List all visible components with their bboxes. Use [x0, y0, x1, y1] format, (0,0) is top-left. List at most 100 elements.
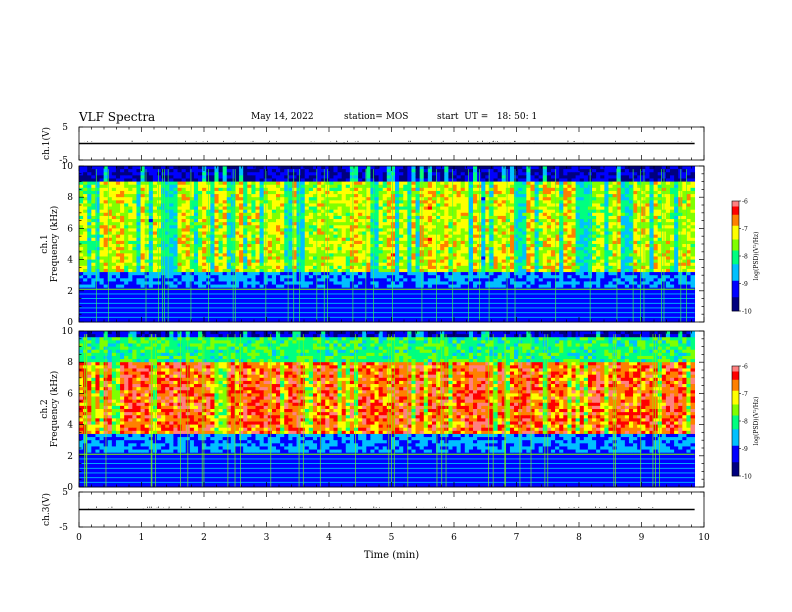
spectrogram-cell — [608, 228, 613, 232]
spectrogram-cell — [423, 244, 429, 248]
spectrogram-cell — [444, 209, 449, 214]
spectrogram-cell — [156, 219, 162, 223]
spectrogram-cell — [645, 250, 650, 254]
spectrogram-cell — [321, 215, 326, 220]
spectrogram-cell — [169, 200, 174, 204]
spectrogram-cell — [682, 184, 687, 189]
spectrogram-cell — [411, 244, 416, 248]
spectrogram-cell — [448, 166, 453, 170]
spectrogram-cell — [489, 259, 494, 264]
spectrogram-cell — [567, 184, 572, 189]
spectrogram-cell — [596, 194, 601, 198]
spectrogram-cell — [124, 237, 129, 242]
spectrogram-cell — [120, 244, 125, 248]
spectrogram-cell — [530, 172, 535, 176]
spectrogram-cell — [423, 197, 429, 201]
spectrogram-cell — [563, 219, 568, 223]
spectrogram-cell — [538, 215, 544, 220]
spectrogram-cell — [608, 212, 613, 217]
spectrogram-cell — [403, 200, 408, 204]
spectrogram-cell — [115, 203, 121, 207]
spectrogram-cell — [411, 262, 416, 267]
spectrogram-cell — [378, 187, 384, 192]
spectrogram-cell — [202, 247, 207, 251]
spectrogram-cell — [665, 169, 671, 173]
spectrogram-cell — [534, 166, 540, 170]
spectrogram-cell — [292, 247, 297, 251]
spectrogram-cell — [247, 234, 252, 239]
spectrogram-cell — [583, 197, 589, 201]
spectrogram-cell — [177, 209, 182, 214]
spectrogram-cell — [649, 172, 654, 176]
spectrogram-cell — [670, 203, 675, 207]
spectrogram-cell — [567, 194, 572, 198]
spectrogram-cell — [374, 247, 379, 251]
spectrogram-cell — [616, 178, 622, 182]
spectrogram-cell — [583, 228, 589, 232]
spectrogram-cell — [473, 172, 478, 176]
spectrogram-cell — [296, 209, 302, 214]
spectrogram-cell — [111, 215, 117, 220]
spectrogram-cell — [575, 262, 581, 267]
spectrogram-cell — [259, 247, 265, 251]
spectrogram-cell — [550, 215, 556, 220]
spectrogram-cell — [358, 222, 363, 226]
spectrogram-cell — [148, 200, 154, 204]
spectrogram-cell — [349, 237, 355, 242]
spectrogram-cell — [526, 234, 531, 239]
spectrogram-cell — [366, 209, 371, 214]
spectrogram-cell — [645, 215, 650, 220]
spectrogram-cell — [366, 166, 371, 170]
spectrogram-cell — [431, 225, 437, 229]
spectrogram-cell — [259, 259, 265, 264]
spectrogram-cell — [415, 250, 421, 254]
spectrogram-cell — [173, 172, 178, 176]
spectrogram-cell — [395, 166, 400, 170]
spectrogram-cell — [234, 184, 240, 189]
spectrogram-cell — [546, 228, 552, 232]
spectrogram-cell — [111, 262, 117, 267]
spectrogram-cell — [448, 237, 453, 242]
spectrogram-cell — [657, 234, 663, 239]
spectrogram-cell — [353, 244, 359, 248]
spectrogram-cell — [583, 237, 589, 242]
spectrogram-cell — [173, 203, 178, 207]
spectrogram-cell — [251, 187, 256, 192]
spectrogram-cell — [353, 240, 359, 245]
spectrogram-cell — [690, 206, 696, 211]
spectrogram-cell — [436, 212, 441, 217]
spectrogram-cell — [177, 200, 182, 204]
spectrogram-cell — [501, 215, 507, 220]
spectrogram-cell — [271, 169, 277, 173]
spectrogram-cell — [628, 206, 634, 211]
spectrogram-cell — [267, 200, 273, 204]
spectrogram-cell — [193, 250, 199, 254]
spectrogram-cell — [604, 172, 609, 176]
spectrogram-cell — [349, 172, 355, 176]
spectrogram-cell — [362, 184, 367, 189]
spectrogram-cell — [329, 250, 334, 254]
spectrogram-cell — [259, 256, 265, 260]
spectrogram-cell — [485, 203, 490, 207]
spectrogram-cell — [239, 225, 244, 229]
spectrogram-cell — [546, 244, 552, 248]
spectrogram-cell — [288, 215, 293, 220]
spectrogram-cell — [575, 197, 581, 201]
spectrogram-cell — [534, 172, 540, 176]
spectrogram-cell — [501, 184, 507, 189]
spectrogram-cell — [144, 175, 150, 179]
spectrogram-cell — [329, 219, 334, 223]
spectrogram-cell — [563, 225, 568, 229]
spectrogram-cell — [431, 200, 437, 204]
spectrogram-cell — [427, 181, 433, 186]
spectrogram-cell — [645, 169, 650, 173]
spectrogram-cell — [415, 228, 421, 232]
spectrogram-cell — [665, 244, 671, 248]
spectrogram-cell — [358, 203, 363, 207]
spectrogram-cell — [411, 184, 416, 189]
spectrogram-cell — [132, 187, 137, 192]
spectrogram-cell — [193, 190, 199, 195]
spectrogram-cell — [546, 200, 552, 204]
spectrogram-cell — [530, 219, 535, 223]
spectrogram-cell — [292, 209, 297, 214]
